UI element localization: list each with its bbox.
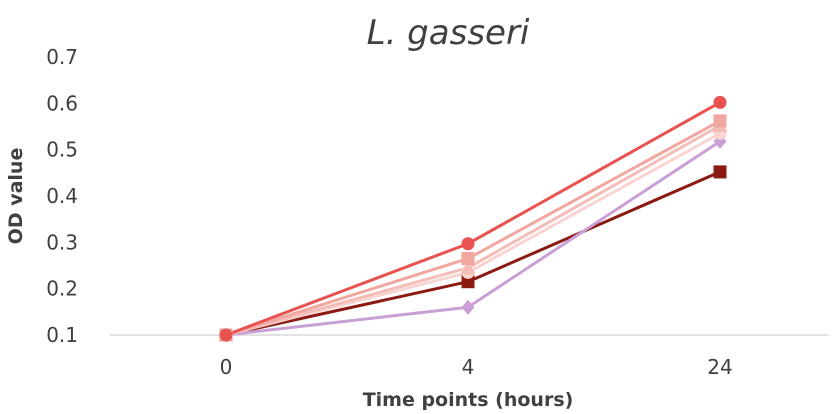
y-tick-label: 0.7 <box>46 45 78 69</box>
y-axis-ticks: 0.1 0.2 0.3 0.4 0.5 0.6 0.7 <box>46 45 78 347</box>
x-tick-label: 4 <box>462 355 475 379</box>
series-2-point-3 <box>713 114 727 128</box>
series-5-point-2 <box>461 299 475 315</box>
series-6-point-2 <box>461 275 475 289</box>
series-line-1 <box>225 101 721 337</box>
x-axis-ticks: 0 4 24 <box>220 355 733 379</box>
series-lines <box>225 101 721 337</box>
series-2-point-2 <box>461 252 475 266</box>
series-markers <box>218 95 728 343</box>
chart-title: L. gasseri <box>367 13 530 53</box>
y-tick-label: 0.4 <box>46 184 78 208</box>
x-axis-label: Time points (hours) <box>363 389 574 411</box>
series-1-point-3 <box>713 95 727 109</box>
y-tick-label: 0.1 <box>46 323 78 347</box>
series-6-point-3 <box>713 165 727 179</box>
series-1-point-2 <box>461 237 475 251</box>
series-1-point-1 <box>219 328 233 342</box>
x-tick-label: 24 <box>707 355 732 379</box>
y-tick-label: 0.5 <box>46 138 78 162</box>
y-axis-label: OD value <box>5 148 27 245</box>
x-tick-label: 0 <box>220 355 233 379</box>
series-3-point-2 <box>460 260 476 275</box>
y-tick-label: 0.6 <box>46 91 78 115</box>
y-tick-label: 0.2 <box>46 277 78 301</box>
y-tick-label: 0.3 <box>46 230 78 254</box>
